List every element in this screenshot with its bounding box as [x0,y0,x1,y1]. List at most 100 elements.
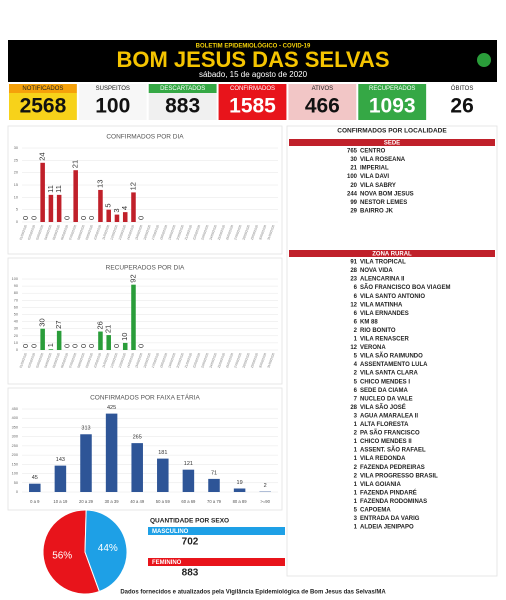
value-label: 30 [38,318,47,326]
y-tick-label: 70 [14,298,18,302]
group-bar [289,250,495,257]
x-tick-label: >=90 [260,499,270,504]
x-tick-label: 30/08/2020 [258,352,267,369]
y-tick-label: 20 [14,171,18,175]
x-tick-label: 31/08/2020 [266,352,275,369]
row-count: 6 [354,294,358,300]
x-tick-label: 16/08/2020 [143,224,152,241]
row-count: 28 [350,405,357,411]
value-label: 313 [81,426,90,432]
row-name: VILA SÃO JOSÉ [360,403,406,411]
x-tick-label: 17/08/2020 [151,352,160,369]
x-tick-label: 28/08/2020 [242,352,251,369]
value-label: 21 [104,325,113,333]
row-count: 12 [350,345,357,351]
row-name: KM 88 [360,319,378,325]
y-tick-label: 20 [14,334,18,338]
x-tick-label: 27/08/2020 [233,224,242,241]
stat-body [428,93,496,120]
panel [286,125,498,577]
bar [56,330,62,350]
row-name: VILA ERNANDES [360,311,409,317]
sex-label: FEMININO [152,560,182,566]
row-name: VILA SANTA CLARA [360,371,418,377]
value-label: 265 [133,435,142,441]
row-count: 1 [354,482,358,488]
value-label: 0 [62,344,71,348]
y-tick-label: 350 [12,425,18,429]
x-tick-label: 06/08/2020 [60,224,69,241]
value-label: 4 [120,206,129,210]
row-name: VILA RENASCER [360,337,409,343]
x-tick-label: 70 a 79 [207,499,222,504]
x-tick-label: 21/08/2020 [184,352,193,369]
value-label: 1 [46,343,55,347]
header-date: sábado, 15 de agosto de 2020 [199,70,308,79]
row-name: VILA MATINHA [360,302,403,308]
value-label: 0 [62,216,71,220]
stat-label: ATIVOS [312,86,334,92]
value-label: 425 [107,405,116,411]
value-label: 21 [71,160,80,168]
row-count: 12 [350,302,357,308]
y-tick-label: 0 [16,220,18,224]
row-name: ALTA FLORESTA [360,422,409,428]
x-tick-label: 07/08/2020 [68,352,77,369]
row-count: 3 [354,413,358,419]
row-count: 1 [354,525,358,531]
x-tick-label: 80 a 89 [233,499,248,504]
sex-value: 883 [182,568,199,579]
group-title: SEDE [384,140,400,146]
row-count: 1 [354,499,358,505]
bar [105,413,118,492]
x-tick-label: 23/08/2020 [200,352,209,369]
x-tick-label: 04/08/2020 [43,352,52,369]
x-tick-label: 03/08/2020 [35,224,44,241]
pie-slice [84,509,128,593]
x-tick-label: 15/08/2020 [134,352,143,369]
bar [29,483,41,492]
stat-value: 1585 [229,95,276,118]
stat-body [148,93,217,120]
bar [54,465,67,492]
x-tick-label: 24/08/2020 [209,224,218,241]
value-label: 11 [54,185,63,193]
x-tick-label: 01/08/2020 [19,352,28,369]
row-name: SÃO FRANCISCO BOA VIAGEM [360,284,450,291]
y-tick-label: 80 [14,291,18,295]
row-count: 3 [354,516,358,522]
stat-header [148,84,217,93]
value-label: 5 [104,203,113,207]
row-name: IMPERIAL [360,166,389,172]
x-tick-label: 30/08/2020 [258,224,267,241]
x-tick-label: 14/08/2020 [126,352,135,369]
row-name: VILA PROGRESSO BRASIL [360,473,438,479]
row-count: 30 [350,157,357,163]
x-tick-label: 14/08/2020 [126,224,135,241]
row-count: 2 [354,473,358,479]
stat-body [9,93,77,120]
bar [131,443,143,492]
x-tick-label: 25/08/2020 [217,352,226,369]
x-tick-label: 27/08/2020 [233,352,242,369]
y-tick-label: 400 [12,416,18,420]
stat-value: 26 [450,95,473,118]
row-count: 99 [350,200,357,206]
x-tick-label: 22/08/2020 [192,224,201,241]
row-count: 6 [354,388,358,394]
stat-body [218,93,287,120]
bar [131,192,136,222]
bar [80,434,92,492]
row-count: 4 [354,362,358,368]
row-name: CHICO MENDES II [360,439,412,445]
row-name: FAZENDA PINDARÉ [360,488,417,496]
bar [40,328,45,350]
x-tick-label: 08/08/2020 [76,224,85,241]
value-label: 0 [137,344,146,348]
row-count: 2 [354,431,358,437]
row-name: VILA ROSEANA [360,157,406,163]
row-name: CENTRO [360,149,386,155]
row-count: 91 [350,260,357,266]
x-tick-label: 16/08/2020 [143,352,152,369]
